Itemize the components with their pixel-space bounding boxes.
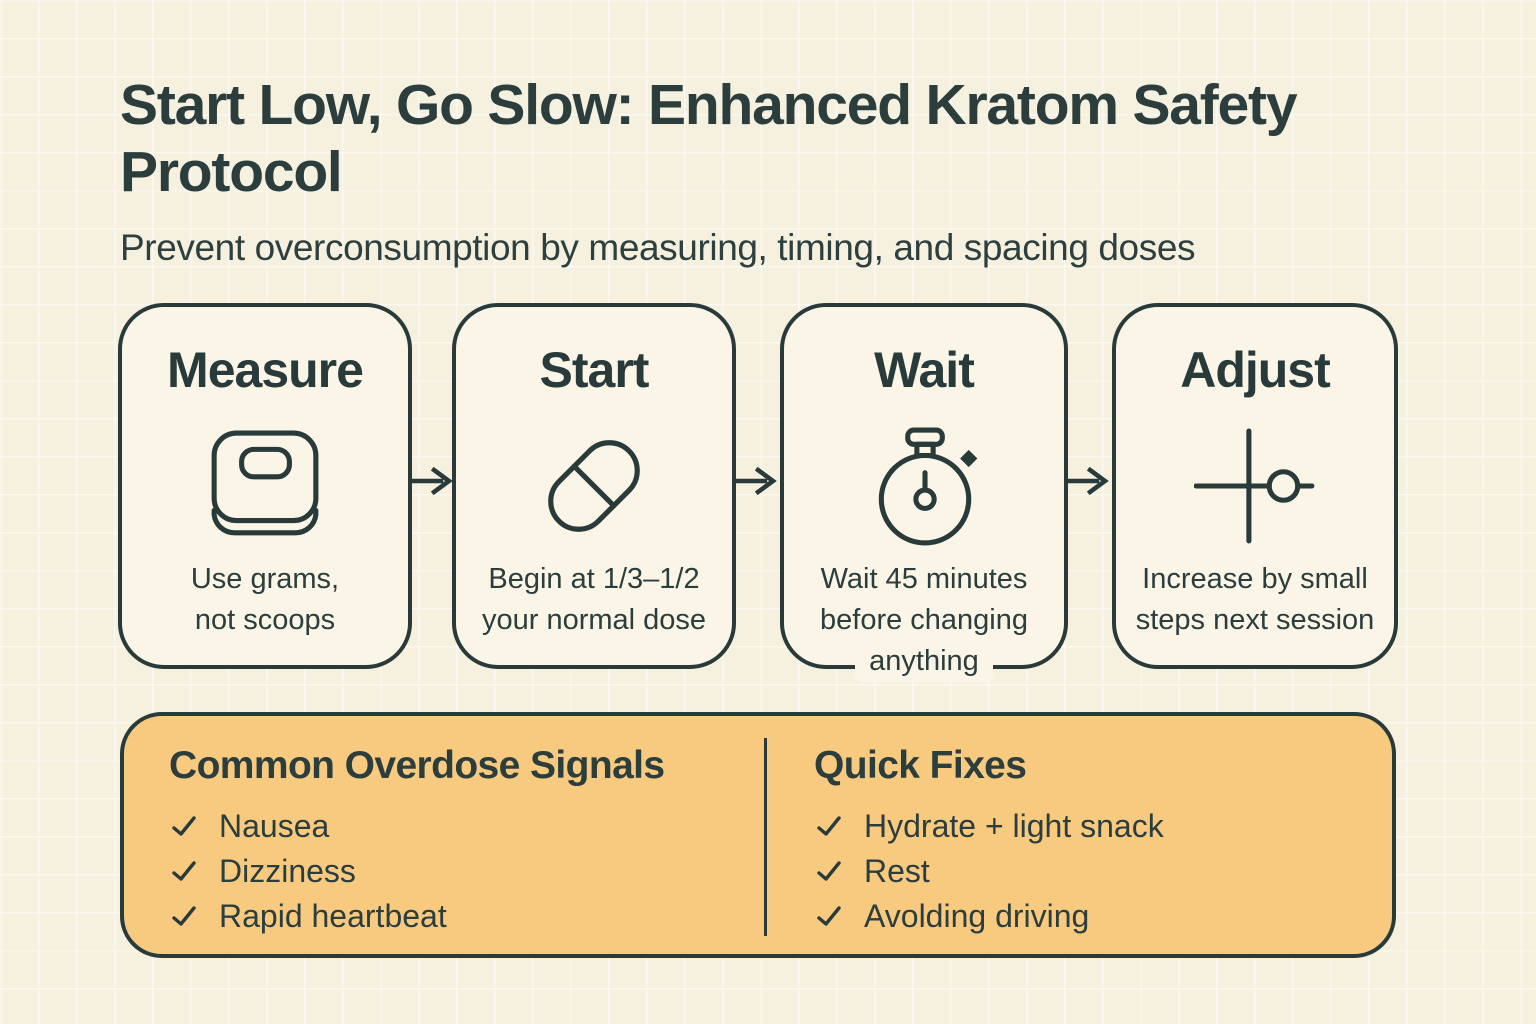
slider-icon bbox=[1194, 413, 1316, 559]
pill-icon bbox=[532, 413, 656, 559]
check-icon bbox=[169, 812, 199, 842]
step-description: Increase by small steps next session bbox=[1110, 559, 1400, 641]
step-description-line: before changing bbox=[820, 604, 1028, 636]
fix-item-label: Hydrate + light snack bbox=[864, 808, 1164, 844]
fix-item: Rest bbox=[814, 849, 1164, 894]
scale-icon bbox=[206, 413, 324, 559]
step-description-line: Use grams, bbox=[190, 563, 340, 595]
step-title: Wait bbox=[874, 342, 975, 398]
fix-item-label: Avolding driving bbox=[864, 898, 1090, 934]
arrow-right-icon bbox=[731, 465, 782, 497]
check-icon bbox=[814, 902, 844, 932]
signal-item: Nausea bbox=[169, 804, 665, 849]
fixes-heading: Quick Fixes bbox=[814, 744, 1027, 787]
overdose-panel: Common Overdose Signals Nausea Dizziness bbox=[120, 712, 1396, 958]
step-description: Use grams, not scoops bbox=[116, 559, 414, 641]
signals-column: Common Overdose Signals Nausea Dizziness bbox=[169, 744, 665, 939]
fix-item: Hydrate + light snack bbox=[814, 804, 1164, 849]
signals-heading: Common Overdose Signals bbox=[169, 744, 665, 787]
step-card-start: Start Begin at 1/3–1/2 your normal dose bbox=[452, 303, 736, 669]
arrow-right-icon bbox=[1063, 465, 1114, 497]
step-description-line: not scoops bbox=[194, 604, 336, 636]
step-description-line: anything bbox=[855, 641, 993, 682]
step-description-line: Begin at 1/3–1/2 bbox=[488, 563, 700, 595]
step-title: Start bbox=[539, 342, 650, 398]
panel-divider bbox=[764, 738, 767, 936]
fixes-list: Hydrate + light snack Rest Avolding driv… bbox=[814, 804, 1164, 939]
check-icon bbox=[814, 812, 844, 842]
fix-item-label: Rest bbox=[864, 853, 930, 889]
step-description: Begin at 1/3–1/2 your normal dose bbox=[450, 559, 738, 641]
fixes-column: Quick Fixes Hydrate + light snack Rest bbox=[814, 744, 1164, 939]
stopwatch-icon bbox=[864, 413, 984, 559]
signal-item-label: Dizziness bbox=[219, 853, 356, 889]
step-description-line: Wait 45 minutes bbox=[820, 563, 1028, 595]
page-title: Start Low, Go Slow: Enhanced Kratom Safe… bbox=[120, 73, 1298, 205]
header: Start Low, Go Slow: Enhanced Kratom Safe… bbox=[120, 72, 1370, 269]
step-title: Adjust bbox=[1180, 342, 1331, 398]
arrow-right-icon bbox=[407, 465, 458, 497]
step-card-adjust: Adjust Increase by small steps next sess… bbox=[1112, 303, 1398, 669]
signals-list: Nausea Dizziness Rapid heartbeat bbox=[169, 804, 665, 939]
fix-item: Avolding driving bbox=[814, 894, 1164, 939]
check-icon bbox=[169, 857, 199, 887]
check-icon bbox=[814, 857, 844, 887]
signal-item-label: Rapid heartbeat bbox=[219, 898, 447, 934]
step-title: Measure bbox=[167, 342, 364, 398]
signal-item-label: Nausea bbox=[219, 808, 330, 844]
signal-item: Dizziness bbox=[169, 849, 665, 894]
step-card-measure: Measure Use grams, not scoops bbox=[118, 303, 412, 669]
page-subtitle: Prevent overconsumption by measuring, ti… bbox=[120, 226, 1196, 268]
step-description: Wait 45 minutes before changing anything bbox=[778, 559, 1070, 682]
check-icon bbox=[169, 902, 199, 932]
step-description-line: your normal dose bbox=[481, 604, 707, 636]
step-card-wait: Wait Wait 45 minutes before changing any… bbox=[780, 303, 1068, 682]
signal-item: Rapid heartbeat bbox=[169, 894, 665, 939]
step-description-line: steps next session bbox=[1135, 604, 1375, 636]
step-description-line: Increase by small bbox=[1142, 563, 1368, 595]
